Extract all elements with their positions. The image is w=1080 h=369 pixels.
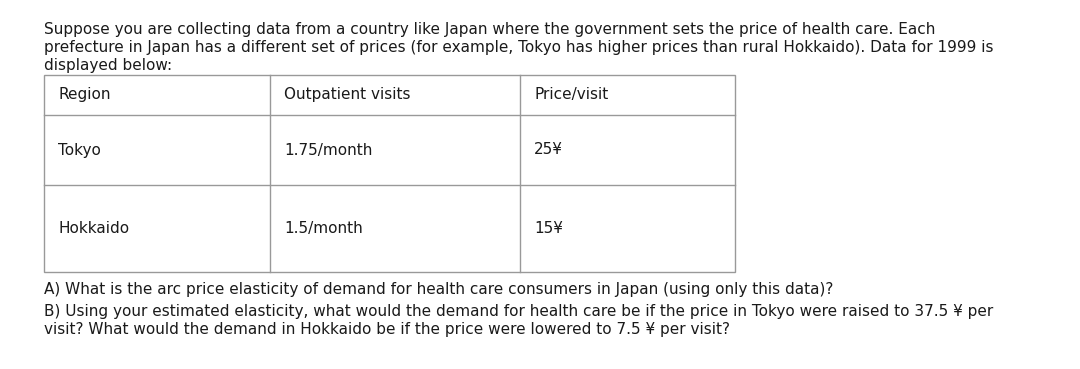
- Text: Suppose you are collecting data from a country like Japan where the government s: Suppose you are collecting data from a c…: [44, 22, 935, 37]
- Text: displayed below:: displayed below:: [44, 58, 172, 73]
- Text: Price/visit: Price/visit: [534, 87, 608, 103]
- Bar: [44, 75, 735, 272]
- Text: prefecture in Japan has a different set of prices (for example, Tokyo has higher: prefecture in Japan has a different set …: [44, 40, 994, 55]
- Text: Region: Region: [58, 87, 110, 103]
- Text: Tokyo: Tokyo: [58, 142, 100, 158]
- Text: visit? What would the demand in Hokkaido be if the price were lowered to 7.5 ¥ p: visit? What would the demand in Hokkaido…: [44, 322, 730, 337]
- Text: 25¥: 25¥: [534, 142, 563, 158]
- Text: 15¥: 15¥: [534, 221, 563, 236]
- Text: 1.75/month: 1.75/month: [284, 142, 373, 158]
- Text: 1.5/month: 1.5/month: [284, 221, 363, 236]
- Text: B) Using your estimated elasticity, what would the demand for health care be if : B) Using your estimated elasticity, what…: [44, 304, 994, 319]
- Text: A) What is the arc price elasticity of demand for health care consumers in Japan: A) What is the arc price elasticity of d…: [44, 282, 834, 297]
- Text: Hokkaido: Hokkaido: [58, 221, 130, 236]
- Text: Outpatient visits: Outpatient visits: [284, 87, 410, 103]
